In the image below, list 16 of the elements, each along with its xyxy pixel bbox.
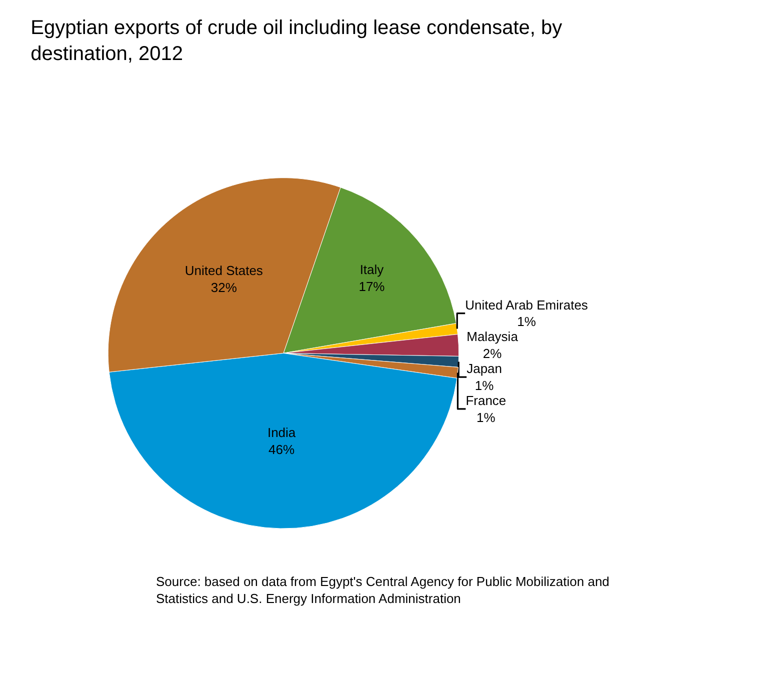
data-label: 1% — [474, 378, 494, 394]
data-label: 2% — [482, 346, 502, 362]
data-label: 1% — [476, 410, 496, 425]
slice-label: Malaysia — [466, 329, 519, 344]
chart-title: Egyptian exports of crude oil including lease condensate, by destination, 2012 — [30, 16, 562, 65]
data-label: 1% — [517, 314, 536, 330]
slice-label: United States — [184, 262, 264, 278]
data-label: 17% — [358, 278, 386, 294]
slice-label: Italy — [360, 262, 384, 277]
slice-label: United Arab Emirates — [465, 297, 588, 312]
slice-label: India — [267, 425, 296, 440]
slice-label: Japan — [466, 361, 502, 376]
data-label: 46% — [268, 442, 295, 458]
slice-label: France — [466, 393, 506, 408]
data-label: 32% — [210, 280, 238, 295]
source-note: Source: based on data from Egypt's Central Agency for Public Mobilization and Statistics and U.S. Energy Information Administration — [156, 574, 610, 606]
